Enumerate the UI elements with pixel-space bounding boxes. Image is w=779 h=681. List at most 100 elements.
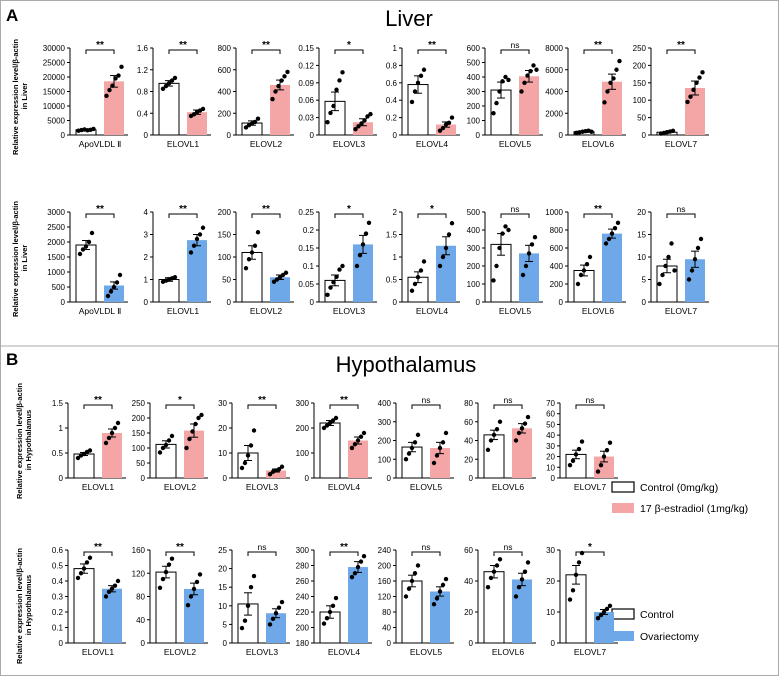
significance-label: ns [258,542,267,552]
y-tick-label: 300 [296,399,310,408]
chart-hypothalamus-ovariectomy-elovl6: 0 20 40 60 ns ELOVL6 [464,542,536,657]
y-tick-label: 100 [218,253,232,262]
data-point [523,263,529,269]
y-tick-label: 20 [218,424,227,433]
data-point [160,86,166,91]
category-label: ELOVL4 [328,647,360,657]
significance-bracket [168,49,198,54]
y-tick-label: 50 [222,276,231,285]
category-label: ELOVL3 [246,647,278,657]
data-point [358,559,364,564]
data-point [282,74,287,79]
data-point [340,263,345,269]
data-point [328,110,333,116]
y-tick-label: 40 [136,616,145,625]
data-point [267,472,273,477]
data-point [86,239,92,245]
data-point [657,281,662,287]
significance-bracket [165,404,195,409]
y-tick-label: 250 [132,399,146,408]
chart-liver-estradiol-elovl1: 0 0.4 0.8 1.2 1.6 ** ELOVL1 [137,40,211,149]
data-point [80,247,86,252]
data-point [361,554,367,559]
significance-label: ** [94,395,102,406]
y-tick-label: 1 [144,276,149,285]
data-point [169,556,175,561]
data-point [363,231,369,236]
data-point [169,433,175,439]
data-point [513,438,519,443]
data-point [513,594,519,599]
data-point [663,263,668,269]
category-label: ELOVL1 [82,647,114,657]
y-tick-label: 2000 [47,238,65,247]
data-point [111,284,117,290]
y-tick-label: 150 [132,429,146,438]
data-point [354,263,360,269]
significance-bracket [85,49,115,54]
y-tick-label: 80 [464,399,473,408]
y-tick-label: 0 [476,298,481,307]
data-point [104,93,109,99]
chart-liver-estradiol-apovldl-: 0 5000 10000 15000 20000 25000 30000 ** ApoVLDL … [43,40,128,149]
data-point [83,244,89,249]
significance-bracket [417,213,447,218]
y-tick-label: 400 [467,73,481,82]
data-point [697,75,702,80]
y-tick-label: 200 [467,262,481,271]
data-point [337,78,342,83]
y-tick-label: 0 [642,298,647,307]
data-point [443,576,449,582]
y-tick-label: 220 [296,608,310,617]
y-tick-label: 0 [223,474,228,483]
data-point [607,603,613,608]
significance-bracket [411,404,441,409]
y-tick-label: 400 [218,88,232,97]
significance-label: ** [258,395,266,406]
y-axis-label-hypo-row1: Relative expression level/β-actin in Hyp… [15,381,33,499]
bar-treatment [266,613,286,643]
data-point [327,609,333,615]
y-tick-label: 0 [310,298,315,307]
y-tick-label: 0.1 [303,262,315,271]
data-point [526,251,532,256]
chart-hypothalamus-ovariectomy-elovl4: 180 200 220 240 260 280 300 ** ELOVL4 [296,542,372,657]
data-point [672,268,677,273]
data-point [267,622,273,627]
data-point [252,119,258,125]
data-point [355,438,361,443]
chart-hypothalamus-estradiol-elovl5: 0 100 200 300 400 ns ELOVL5 [378,395,454,492]
y-tick-label: 100 [633,96,647,105]
data-point [273,89,278,94]
y-tick-label: 10 [546,608,555,617]
bar-treatment [270,84,290,135]
y-tick-label: 200 [296,624,310,633]
data-point [75,455,81,461]
data-point [409,99,415,105]
data-point [689,268,695,273]
data-point [251,428,257,433]
y-tick-label: 400 [378,399,392,408]
bar-treatment [512,579,532,643]
y-tick-label: 300 [378,418,392,427]
y-tick-label: 1500 [47,253,65,262]
data-point [245,453,251,458]
legend-label-ovariectomy: Ovariectomy [640,631,700,643]
significance-label: ** [594,204,602,215]
y-tick-label: 0 [387,639,392,648]
data-point [609,231,615,236]
data-point [112,583,118,588]
chart-liver-ovariectomy-elovl7: 0 5 10 15 20 ns ELOVL7 [637,204,709,316]
data-point [356,124,361,129]
data-point [324,423,330,428]
data-point [440,254,446,260]
data-point [157,450,163,455]
data-point [418,73,424,79]
bar-treatment [184,430,204,478]
y-tick-label: 200 [467,102,481,111]
data-point [691,87,696,92]
significance-label: ns [586,395,595,405]
section-title-liver: Liver [385,6,433,31]
y-tick-label: 100 [467,117,481,126]
